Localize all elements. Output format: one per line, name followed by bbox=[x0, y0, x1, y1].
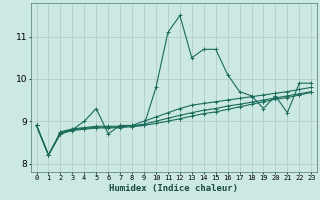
X-axis label: Humidex (Indice chaleur): Humidex (Indice chaleur) bbox=[109, 184, 238, 193]
